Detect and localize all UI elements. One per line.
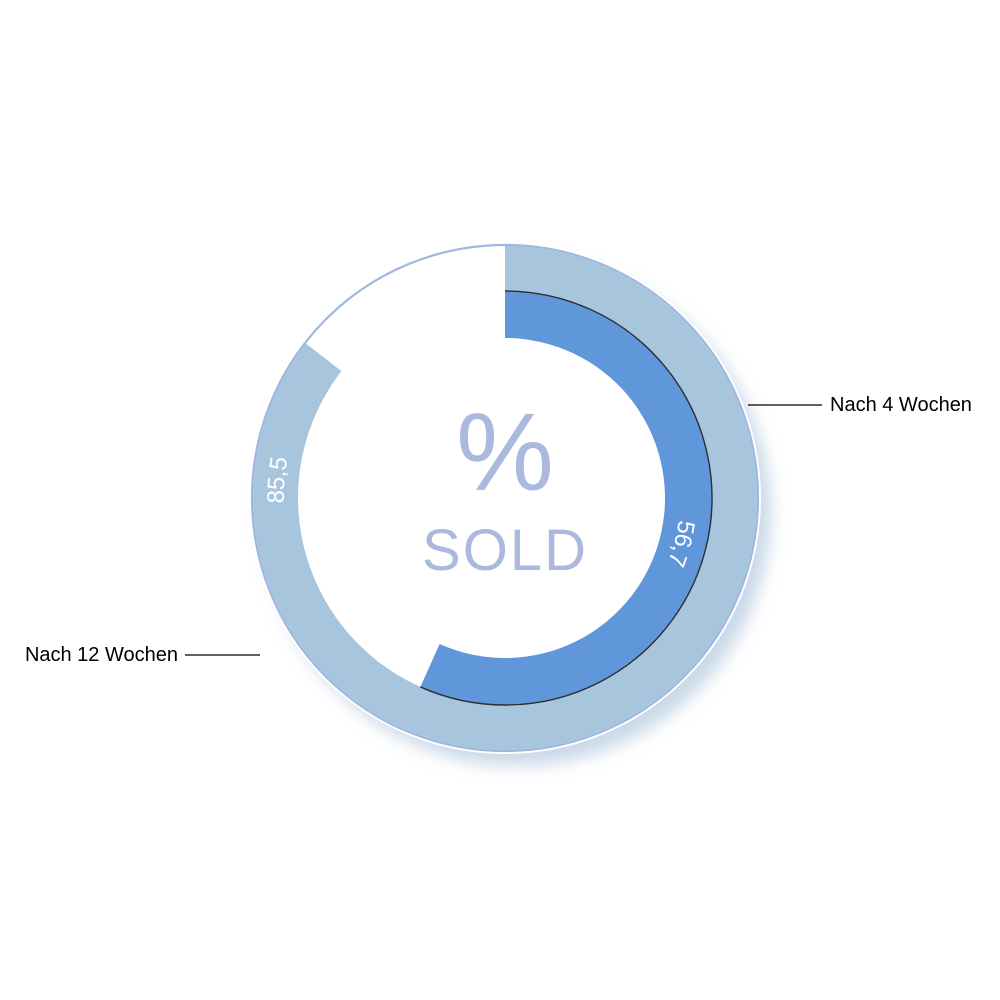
callout-label-inner: Nach 4 Wochen [830, 394, 972, 416]
center-text-symbol: % [456, 391, 554, 514]
callout-label-outer: Nach 12 Wochen [25, 644, 178, 666]
ring-outer-value: 85,5 [263, 455, 294, 504]
center-text-label: SOLD [422, 518, 588, 583]
radial-progress-chart: 85,5Nach 12 Wochen56,7Nach 4 Wochen%SOLD [0, 0, 1000, 1000]
